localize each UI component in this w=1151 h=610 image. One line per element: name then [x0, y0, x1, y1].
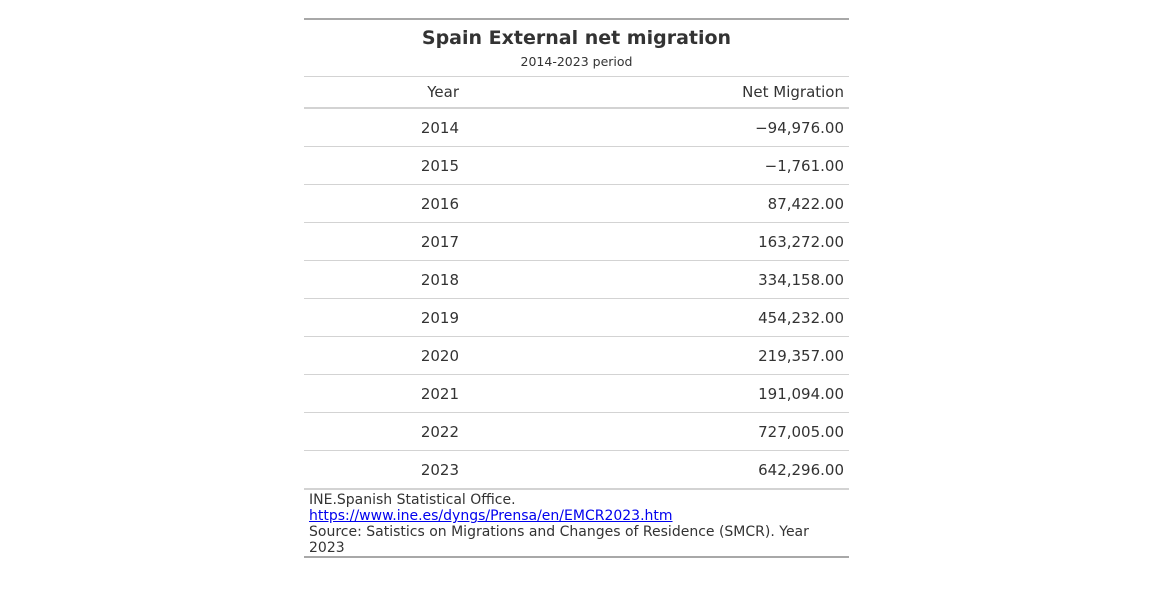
table-row: 2023 642,296.00 [304, 450, 849, 489]
year-cell: 2019 [304, 298, 475, 337]
table-row: 2020 219,357.00 [304, 336, 849, 375]
year-cell: 2016 [304, 184, 475, 223]
migration-table: Spain External net migration 2014-2023 p… [304, 18, 849, 558]
column-header-year: Year [304, 76, 475, 109]
table-title: Spain External net migration [421, 26, 732, 49]
footnote-office-text: INE.Spanish Statistical Office. [309, 492, 516, 508]
net-migration-cell: 334,158.00 [475, 260, 849, 299]
year-cell: 2022 [304, 412, 475, 451]
table-row: 2016 87,422.00 [304, 184, 849, 223]
table-body: 2014 −94,976.00 2015 −1,761.00 2016 87,422.00… [304, 108, 849, 489]
year-cell: 2020 [304, 336, 475, 375]
table-row: 2018 334,158.00 [304, 260, 849, 299]
table-row: 2021 191,094.00 [304, 374, 849, 413]
net-migration-cell: 727,005.00 [475, 412, 849, 451]
year-cell: 2017 [304, 222, 475, 261]
footnote-source-statistics: Source: Satistics on Migrations and Chan… [304, 524, 849, 557]
footnote-cell: INE.Spanish Statistical Office. https://… [304, 488, 849, 524]
footnote-source-office: INE.Spanish Statistical Office. https://… [304, 488, 849, 524]
year-cell: 2015 [304, 146, 475, 185]
year-cell: 2014 [420, 118, 459, 137]
net-migration-cell: 454,232.00 [475, 298, 849, 337]
column-header-row: Year Net Migration [304, 76, 849, 109]
footnote-source-text: Source: Satistics on Migrations and Chan… [309, 524, 809, 556]
year-cell: 2023 [304, 450, 475, 489]
net-migration-cell: 163,272.00 [475, 222, 849, 261]
year-cell: 2018 [304, 260, 475, 299]
table-row: 2014 −94,976.00 [304, 108, 849, 147]
year-cell: 2021 [304, 374, 475, 413]
net-migration-cell: −94,976.00 [755, 118, 844, 137]
table-row: 2022 727,005.00 [304, 412, 849, 451]
table-row: 2019 454,232.00 [304, 298, 849, 337]
migration-table-container: Spain External net migration 2014-2023 p… [304, 18, 849, 558]
net-migration-cell: 642,296.00 [475, 450, 849, 489]
net-migration-cell: −1,761.00 [475, 146, 849, 185]
net-migration-cell: 87,422.00 [475, 184, 849, 223]
net-migration-cell: 191,094.00 [475, 374, 849, 413]
column-header-net-migration: Net Migration [475, 76, 849, 109]
table-row: 2017 163,272.00 [304, 222, 849, 261]
net-migration-cell: 219,357.00 [475, 336, 849, 375]
table-row: 2015 −1,761.00 [304, 146, 849, 185]
source-link[interactable]: https://www.ine.es/dyngs/Prensa/en/EMCR2… [309, 508, 673, 524]
table-subtitle: 2014-2023 period [304, 51, 849, 77]
